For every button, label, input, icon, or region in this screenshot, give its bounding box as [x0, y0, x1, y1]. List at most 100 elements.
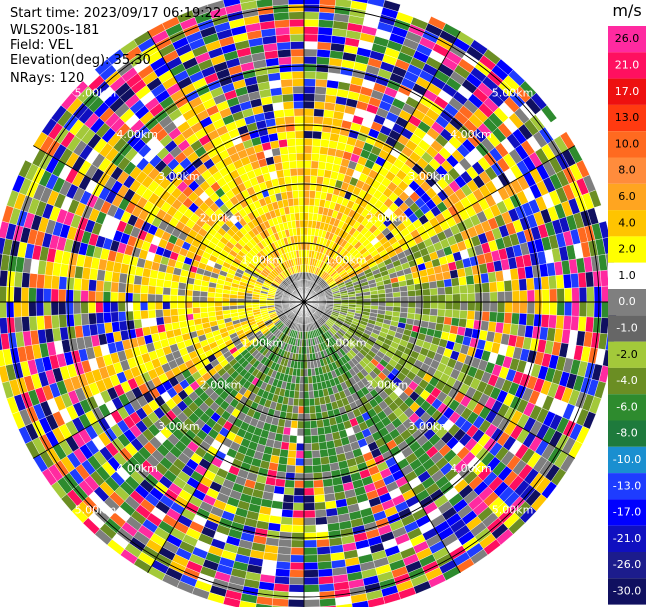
velocity-gate	[6, 270, 16, 287]
velocity-gate	[162, 294, 171, 303]
velocity-gate	[282, 494, 295, 503]
velocity-gate	[400, 296, 409, 303]
velocity-gate	[315, 71, 329, 81]
velocity-gate	[303, 502, 316, 511]
velocity-gate	[238, 600, 257, 607]
velocity-gate	[320, 456, 330, 466]
velocity-gate	[482, 292, 491, 303]
velocity-gate	[296, 234, 302, 243]
velocity-gate	[452, 301, 461, 311]
velocity-gate	[292, 197, 300, 206]
velocity-gate	[177, 314, 187, 323]
velocity-gate	[323, 485, 335, 495]
velocity-gate	[273, 583, 290, 593]
velocity-gate	[87, 301, 96, 314]
velocity-gate	[313, 101, 326, 110]
velocity-gate	[244, 301, 253, 306]
velocity-gate	[303, 100, 315, 109]
velocity-gate	[378, 301, 387, 307]
velocity-gate	[273, 109, 285, 119]
velocity-gate	[51, 275, 60, 290]
velocity-gate	[51, 314, 60, 329]
velocity-gate	[437, 301, 446, 310]
velocity-gate	[214, 297, 223, 303]
velocity-gate	[299, 383, 305, 392]
velocity-gate	[306, 361, 312, 370]
velocity-gate	[280, 516, 293, 526]
velocity-gate	[117, 292, 126, 303]
velocity-gate	[472, 273, 482, 285]
velocity-gate	[282, 168, 291, 178]
velocity-gate	[314, 93, 326, 103]
velocity-gate	[87, 290, 96, 303]
velocity-gate	[13, 271, 23, 288]
velocity-gate	[549, 301, 558, 316]
velocity-gate	[443, 278, 453, 288]
velocity-gate	[58, 288, 67, 303]
velocity-gate	[385, 301, 394, 307]
velocity-gate	[526, 289, 535, 303]
velocity-gate	[140, 301, 149, 311]
velocity-gate	[303, 591, 320, 600]
velocity-gate	[21, 272, 31, 288]
velocity-gate	[287, 198, 295, 207]
velocity-gate	[274, 575, 290, 585]
velocity-gate	[117, 301, 126, 312]
velocity-gate	[292, 510, 305, 519]
velocity-gate	[207, 0, 226, 12]
velocity-gate	[313, 479, 324, 489]
velocity-gate	[73, 301, 82, 315]
velocity-gate	[155, 278, 165, 288]
velocity-gate	[422, 295, 431, 303]
velocity-gate	[437, 294, 446, 303]
velocity-gate	[320, 463, 331, 473]
velocity-gate	[311, 457, 322, 466]
velocity-gate	[303, 391, 310, 399]
velocity-gate	[518, 313, 528, 326]
velocity-gate	[465, 318, 475, 329]
velocity-gate	[474, 301, 483, 312]
velocity-gate	[593, 301, 602, 318]
velocity-gate	[177, 295, 186, 303]
velocity-gate	[207, 306, 216, 313]
velocity-gate	[314, 404, 322, 414]
velocity-gate	[315, 516, 328, 526]
velocity-gate	[276, 41, 291, 51]
velocity-gate	[303, 138, 313, 147]
velocity-gate	[586, 301, 595, 318]
velocity-gate	[303, 569, 319, 578]
velocity-gate	[274, 19, 290, 29]
velocity-gate	[316, 56, 330, 66]
velocity-gate	[275, 169, 285, 179]
velocity-gate	[313, 494, 326, 503]
velocity-gate	[207, 301, 215, 308]
velocity-gate	[318, 575, 334, 585]
velocity-gate	[571, 287, 580, 303]
velocity-gate	[303, 457, 313, 466]
velocity-gate	[277, 463, 288, 473]
velocity-gate	[303, 71, 317, 80]
velocity-gate	[311, 153, 320, 162]
velocity-gate	[489, 301, 498, 313]
velocity-gate	[459, 301, 468, 311]
velocity-gate	[110, 281, 120, 293]
velocity-gate	[407, 295, 416, 303]
velocity-gate	[289, 562, 305, 571]
velocity-gate	[80, 301, 89, 314]
velocity-gate	[177, 288, 186, 296]
velocity-gate	[303, 108, 315, 117]
velocity-gate	[296, 428, 305, 437]
velocity-gate	[303, 212, 309, 221]
velocity-gate	[236, 304, 245, 310]
velocity-gate	[0, 317, 9, 335]
velocity-gate	[310, 160, 319, 169]
velocity-gate	[392, 286, 401, 293]
velocity-gate	[287, 145, 297, 155]
velocity-gate	[489, 291, 498, 303]
velocity-gate	[192, 307, 201, 314]
velocity-gate	[291, 532, 305, 541]
velocity-gate	[541, 288, 550, 303]
velocity-gate	[317, 41, 332, 51]
velocity-gate	[377, 293, 386, 299]
velocity-gate	[275, 568, 291, 578]
